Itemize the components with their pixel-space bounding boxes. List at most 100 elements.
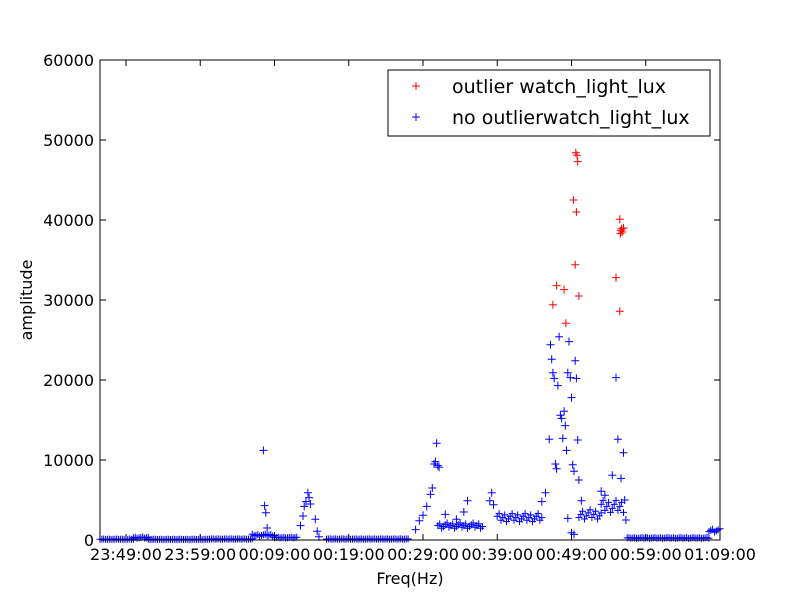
data-point-no-outlier <box>541 488 550 497</box>
data-point-outlier <box>618 228 627 236</box>
data-point-no-outlier <box>452 515 461 524</box>
data-point-no-outlier <box>594 515 601 523</box>
data-point-no-outlier <box>411 525 420 534</box>
data-point-outlier <box>548 300 557 309</box>
data-point-outlier <box>616 229 625 238</box>
x-tick-label: 00:19:00 <box>313 545 385 564</box>
data-point-no-outlier <box>296 521 305 530</box>
data-point-outlier <box>552 281 561 290</box>
data-point-outlier <box>572 208 581 216</box>
data-point-no-outlier <box>404 535 412 543</box>
data-point-no-outlier <box>422 502 431 511</box>
data-point-no-outlier <box>577 510 585 518</box>
data-point-no-outlier <box>620 508 627 516</box>
data-point-no-outlier <box>617 474 625 483</box>
data-point-no-outlier <box>586 506 594 514</box>
data-point-no-outlier <box>597 487 606 496</box>
data-point-no-outlier <box>451 524 459 532</box>
y-tick-label: 30000 <box>43 291 94 310</box>
data-point-no-outlier <box>566 373 575 382</box>
data-point-no-outlier <box>456 519 464 527</box>
data-point-no-outlier <box>306 500 315 508</box>
data-point-no-outlier <box>621 516 630 524</box>
data-point-no-outlier <box>608 471 617 480</box>
data-point-no-outlier <box>311 515 320 524</box>
data-point-no-outlier <box>572 374 581 383</box>
data-point-no-outlier <box>712 527 720 535</box>
y-axis-ticks: 0 10000 20000 30000 40000 50000 60000 <box>43 51 720 550</box>
data-point-outlier <box>560 285 569 294</box>
data-point-no-outlier <box>619 448 628 457</box>
data-point-no-outlier <box>607 508 614 516</box>
data-point-no-outlier <box>597 509 605 517</box>
data-point-no-outlier <box>567 393 576 402</box>
y-tick-label: 60000 <box>43 51 94 70</box>
data-point-no-outlier <box>438 524 446 532</box>
data-point-no-outlier <box>261 508 270 517</box>
data-point-no-outlier <box>563 368 572 377</box>
data-point-no-outlier <box>537 497 546 506</box>
data-point-no-outlier <box>547 355 556 364</box>
data-point-no-outlier <box>610 500 618 508</box>
data-point-no-outlier <box>560 407 569 416</box>
data-point-no-outlier <box>579 507 587 515</box>
data-point-no-outlier <box>571 356 580 365</box>
data-point-no-outlier <box>705 534 713 542</box>
data-point-no-outlier <box>263 524 272 532</box>
data-point-no-outlier <box>441 510 450 519</box>
data-point-no-outlier <box>570 467 578 476</box>
data-point-no-outlier <box>601 506 609 514</box>
data-point-no-outlier <box>709 525 717 533</box>
data-point-no-outlier <box>267 531 275 539</box>
legend-marker-no-outlier-plus <box>412 113 420 121</box>
data-point-no-outlier <box>428 484 437 492</box>
x-axis-ticks: 23:49:00 23:59:00 00:09:00 00:19:00 00:29:00… <box>90 60 756 564</box>
data-point-no-outlier <box>508 510 516 518</box>
data-point-outlier <box>612 273 620 282</box>
data-point-no-outlier <box>432 439 441 448</box>
x-tick-label: 00:09:00 <box>239 545 311 564</box>
data-point-no-outlier <box>588 514 596 521</box>
data-point-no-outlier <box>463 496 472 505</box>
data-point-no-outlier <box>548 368 557 377</box>
data-point-no-outlier <box>458 523 466 531</box>
data-point-no-outlier <box>584 509 592 517</box>
data-point-no-outlier <box>478 523 486 530</box>
series-outlier-marks <box>548 148 628 328</box>
data-point-no-outlier <box>514 511 522 519</box>
data-point-no-outlier <box>445 523 453 531</box>
data-point-no-outlier <box>707 526 715 534</box>
data-point-outlier <box>573 157 582 166</box>
data-point-no-outlier <box>449 520 457 528</box>
data-point-no-outlier <box>555 332 564 341</box>
legend-box <box>387 69 711 137</box>
data-point-no-outlier <box>556 411 565 420</box>
data-point-no-outlier <box>562 446 571 455</box>
data-point-no-outlier <box>501 511 509 519</box>
y-tick-label: 20000 <box>43 371 94 390</box>
data-point-no-outlier <box>563 514 572 523</box>
data-point-no-outlier <box>612 496 620 504</box>
data-point-no-outlier <box>475 520 483 528</box>
data-point-no-outlier <box>534 510 542 518</box>
data-point-outlier <box>615 307 624 316</box>
data-point-no-outlier <box>612 373 620 382</box>
data-point-no-outlier <box>260 501 269 510</box>
data-point-no-outlier <box>303 488 312 497</box>
x-tick-label: 00:59:00 <box>610 545 682 564</box>
x-axis-label: Freq(Hz) <box>376 569 443 588</box>
legend-marker-outlier-plus <box>412 82 420 90</box>
data-point-no-outlier <box>433 461 442 470</box>
data-point-no-outlier <box>557 414 566 423</box>
data-point-no-outlier <box>436 520 444 528</box>
data-point-no-outlier <box>459 508 468 516</box>
data-point-no-outlier <box>269 532 277 540</box>
legend-label-no-outlier: no outlierwatch_light_lux <box>452 107 690 129</box>
data-point-no-outlier <box>527 511 535 519</box>
data-point-outlier <box>569 196 578 204</box>
data-point-outlier <box>571 260 580 269</box>
data-point-no-outlier <box>467 521 475 529</box>
data-point-no-outlier <box>553 381 562 390</box>
data-point-no-outlier <box>419 511 427 520</box>
data-point-no-outlier <box>300 502 309 511</box>
